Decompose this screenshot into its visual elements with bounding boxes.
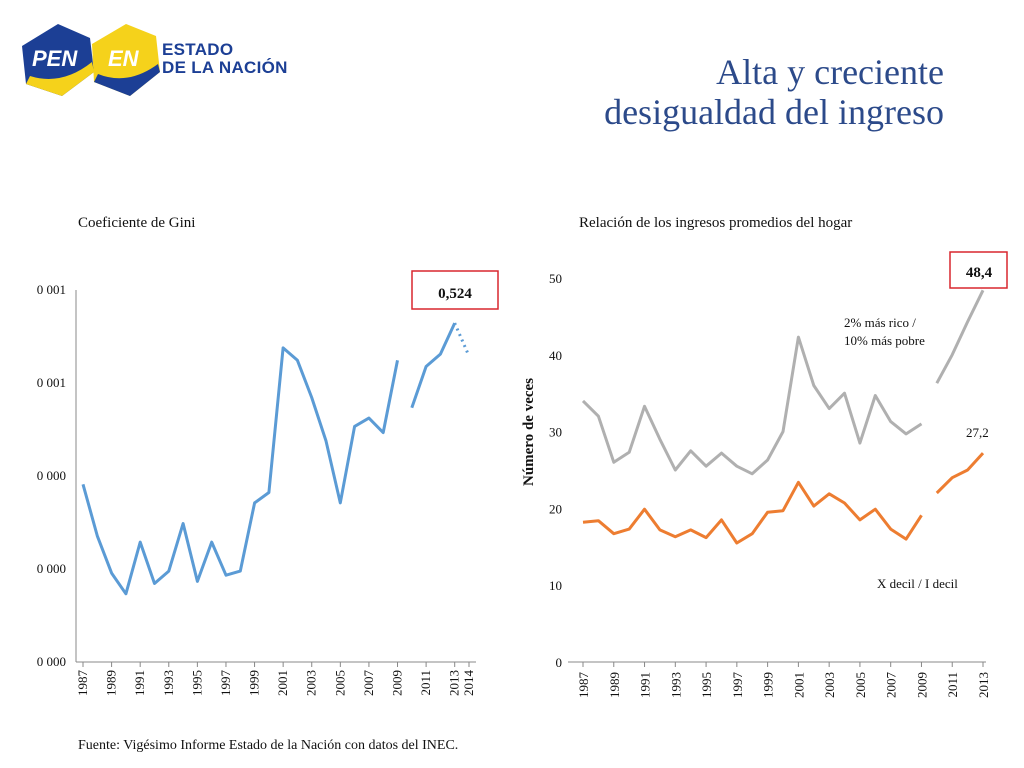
gini-x-tick-label: 1991 bbox=[132, 670, 147, 696]
gini-x-tick-label: 2007 bbox=[361, 670, 376, 697]
income-x-tick-label: 2001 bbox=[791, 672, 806, 698]
gini-callout-box bbox=[411, 270, 499, 310]
income-callout-value: 48,4 bbox=[966, 265, 993, 281]
income-y-axis-label: Número de veces bbox=[521, 378, 537, 486]
income-x-tick-label: 1991 bbox=[638, 672, 653, 698]
income-x-tick-label: 1995 bbox=[699, 672, 714, 698]
gini-x-tick-label: 1989 bbox=[104, 670, 119, 696]
gini-series-line bbox=[453, 322, 471, 357]
gini-x-tick-label: 1987 bbox=[75, 670, 90, 697]
income-x-tick-label: 1989 bbox=[607, 672, 622, 698]
gini-x-tick-label: 1995 bbox=[189, 670, 204, 696]
gini-chart-title: Coeficiente de Gini bbox=[78, 215, 196, 231]
gini-x-tick-label: 2011 bbox=[418, 670, 433, 696]
gini-x-tick-label: 2014 bbox=[461, 670, 476, 697]
income-x-tick-label: 2007 bbox=[884, 672, 899, 699]
income-y-tick-label: 40 bbox=[549, 348, 562, 363]
gini-x-tick-label: 1993 bbox=[161, 670, 176, 696]
income-x-tick-label: 1997 bbox=[730, 672, 745, 699]
rich-series-label-line-1: 2% más rico / bbox=[844, 315, 916, 330]
page-title: Alta y creciente desigualdad del ingreso bbox=[604, 52, 944, 132]
title-line-1: Alta y creciente bbox=[716, 52, 944, 92]
decil-end-value: 27,2 bbox=[966, 425, 989, 440]
gini-x-tick-label: 2013 bbox=[447, 670, 462, 696]
source-note: Fuente: Vigésimo Informe Estado de la Na… bbox=[78, 738, 459, 753]
logo-pen-text: PEN bbox=[32, 46, 78, 71]
income-x-tick-label: 2005 bbox=[853, 672, 868, 698]
gini-y-tick-label: 0 000 bbox=[37, 468, 66, 483]
income-x-tick-label: 2013 bbox=[976, 672, 991, 698]
income-x-tick-label: 1987 bbox=[576, 672, 591, 699]
rich-series-label-line-2: 10% más pobre bbox=[844, 333, 925, 348]
logo-en-text: EN bbox=[108, 46, 140, 71]
gini-x-tick-label: 1999 bbox=[247, 670, 262, 696]
gini-y-tick-label: 0 000 bbox=[37, 561, 66, 576]
income-y-tick-label: 0 bbox=[556, 655, 563, 670]
income-y-tick-label: 50 bbox=[549, 271, 562, 286]
en-logo-badge: EN bbox=[92, 24, 160, 96]
logo-line-2: DE LA NACIÓN bbox=[162, 58, 288, 77]
income-x-tick-label: 1999 bbox=[761, 672, 776, 698]
income-chart-title: Relación de los ingresos promedios del h… bbox=[579, 215, 853, 231]
income-series-line bbox=[581, 335, 923, 476]
income-x-tick-label: 2003 bbox=[822, 672, 837, 698]
gini-x-tick-label: 1997 bbox=[218, 670, 233, 697]
income-y-tick-label: 30 bbox=[549, 425, 562, 440]
income-series-line bbox=[935, 452, 985, 495]
pen-logo-badge: PEN bbox=[22, 24, 94, 96]
gini-x-tick-label: 2001 bbox=[275, 670, 290, 696]
gini-series-line bbox=[410, 322, 457, 409]
logo-wordmark: ESTADO DE LA NACIÓN bbox=[162, 41, 288, 77]
gini-x-tick-label: 2005 bbox=[332, 670, 347, 696]
title-line-2: desigualdad del ingreso bbox=[604, 92, 944, 132]
income-series-line bbox=[582, 480, 923, 545]
gini-y-tick-label: 0 001 bbox=[37, 282, 66, 297]
income-x-tick-label: 2011 bbox=[945, 672, 960, 698]
income-y-tick-label: 20 bbox=[549, 501, 562, 516]
decil-series-label: X decil / I decil bbox=[877, 576, 958, 591]
gini-callout-value: 0,524 bbox=[438, 286, 472, 302]
income-x-tick-label: 2009 bbox=[914, 672, 929, 698]
gini-series-line bbox=[81, 346, 399, 596]
gini-y-tick-label: 0 000 bbox=[37, 654, 66, 669]
income-y-tick-label: 10 bbox=[549, 578, 562, 593]
gini-x-tick-label: 2009 bbox=[390, 670, 405, 696]
logo: PEN EN bbox=[22, 24, 160, 96]
income-series-line bbox=[935, 289, 985, 384]
gini-x-tick-label: 2003 bbox=[304, 670, 319, 696]
income-x-tick-label: 1993 bbox=[668, 672, 683, 698]
income-callout-box bbox=[949, 251, 1008, 289]
gini-y-tick-label: 0 001 bbox=[37, 375, 66, 390]
logo-line-1: ESTADO bbox=[162, 40, 234, 59]
